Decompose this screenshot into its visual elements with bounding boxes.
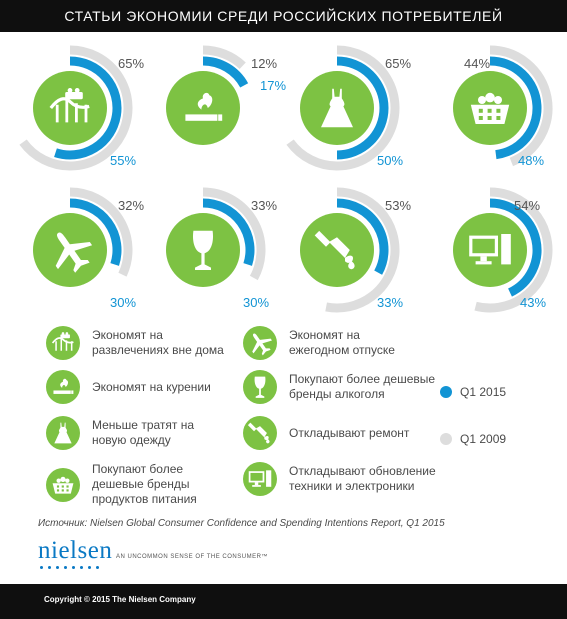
- roller-coaster-icon: [46, 326, 80, 360]
- radial-chart-item: 54% 43%: [453, 187, 553, 313]
- q2015-arc: [489, 198, 542, 297]
- icon-circle: [33, 71, 107, 145]
- source-note: Источник: Nielsen Global Consumer Confid…: [38, 518, 445, 529]
- dress-icon: [46, 416, 80, 450]
- q2015-arc: [202, 198, 255, 266]
- legend-label: Меньше тратят на новую одежду: [92, 418, 195, 447]
- q2015-arc: [202, 56, 249, 88]
- legend-label: Откладывают обновление техники и электро…: [289, 464, 436, 493]
- radial-chart-item: 33% 30%: [166, 187, 277, 310]
- q2015-swatch: [440, 386, 452, 398]
- tagline: AN UNCOMMON SENSE OF THE CONSUMER™: [116, 554, 268, 560]
- q2015-value-label: 17%: [260, 78, 286, 93]
- radial-chart-item: 53% 33%: [300, 187, 411, 313]
- q2009-value-label: 65%: [385, 56, 411, 71]
- legend-entry-label: Q1 2015: [460, 385, 507, 399]
- airplane-icon: [243, 326, 277, 360]
- legend-entry-label: Q1 2009: [460, 432, 507, 446]
- legend-label: Экономят на ежегодном отпуске: [289, 328, 395, 357]
- legend-item-electronics: Откладывают обновление техники и электро…: [243, 462, 436, 496]
- copyright: Copyright © 2015 The Nielsen Company: [44, 595, 196, 604]
- legend-item-smoking: Экономят на курении: [46, 370, 211, 404]
- logo-dots: [40, 566, 112, 569]
- paint-brush-icon: [243, 416, 277, 450]
- legend-item-alcohol: Покупают более дешевые бренды алкоголя: [243, 370, 435, 404]
- legend-label: Покупают более дешевые бренды продуктов …: [92, 462, 197, 506]
- q2009-arc: [325, 187, 400, 313]
- q2009-arc: [286, 45, 400, 171]
- q2015-arc: [54, 56, 122, 160]
- wine-glass-icon: [243, 370, 277, 404]
- radial-chart-item: 32% 30%: [33, 187, 144, 310]
- grocery-basket-icon: [470, 92, 510, 124]
- roller-coaster-icon: [49, 88, 90, 123]
- q2009-value-label: 54%: [514, 198, 540, 213]
- footer: Copyright © 2015 The Nielsen Company: [0, 584, 567, 619]
- cigarette-icon: [185, 92, 223, 121]
- q2015-arc: [336, 198, 389, 275]
- airplane-icon: [55, 232, 93, 273]
- legend-item-food: Покупают более дешевые бренды продуктов …: [46, 462, 197, 507]
- logo-wordmark: nielsen: [38, 537, 113, 564]
- radial-chart-item: 65% 55%: [19, 45, 144, 171]
- nielsen-logo: nielsen: [38, 538, 112, 569]
- q2009-value-label: 53%: [385, 198, 411, 213]
- legend-entry-q2015: Q1 2015: [440, 385, 506, 399]
- q2009-arc: [19, 45, 133, 171]
- legend-item-clothing: Меньше тратят на новую одежду: [46, 416, 194, 450]
- legend-label: Экономят на развлечениях вне дома: [92, 328, 224, 357]
- wine-glass-icon: [192, 230, 214, 270]
- grocery-basket-icon: [46, 467, 80, 502]
- q2015-value-label: 43%: [520, 295, 546, 310]
- q2009-arc: [202, 187, 266, 281]
- radial-charts: 65%55%12%17%65%50%44%48%32%30%33%30%53%3…: [19, 45, 553, 313]
- q2015-value-label: 30%: [110, 295, 136, 310]
- q2015-value-label: 30%: [243, 295, 269, 310]
- q2009-value-label: 33%: [251, 198, 277, 213]
- q2009-arc: [202, 45, 246, 70]
- legend-label: Откладывают ремонт: [289, 425, 410, 440]
- computer-icon: [469, 234, 511, 265]
- cigarette-icon: [46, 370, 80, 404]
- q2009-arc: [69, 187, 133, 277]
- legend-label: Покупают более дешевые бренды алкоголя: [289, 372, 436, 401]
- page-title: СТАТЬИ ЭКОНОМИИ СРЕДИ РОССИЙСКИХ ПОТРЕБИ…: [0, 0, 567, 32]
- q2015-value-label: 50%: [377, 153, 403, 168]
- q2015-value-label: 55%: [110, 153, 136, 168]
- legend-entry-q2009: Q1 2009: [440, 432, 506, 446]
- radial-chart-item: 44% 48%: [453, 45, 553, 168]
- q2015-arc: [336, 56, 389, 160]
- q2009-value-label: 12%: [251, 56, 277, 71]
- q2015-value-label: 33%: [377, 295, 403, 310]
- radial-chart-item: 65% 50%: [286, 45, 411, 171]
- q2009-value-label: 32%: [118, 198, 144, 213]
- q2015-value-label: 48%: [518, 153, 544, 168]
- legend-item-repairs: Откладывают ремонт: [243, 416, 409, 450]
- legend-item-vacation: Экономят на ежегодном отпуске: [243, 326, 395, 360]
- q2015-arc: [489, 56, 542, 160]
- dress-icon: [321, 88, 353, 128]
- legend-item-entertainment: Экономят на развлечениях вне дома: [46, 326, 224, 360]
- q2009-value-label: 65%: [118, 56, 144, 71]
- q2009-arc: [474, 187, 553, 313]
- q2009-arc: [489, 45, 553, 167]
- computer-icon: [243, 462, 277, 496]
- q2009-swatch: [440, 433, 452, 445]
- q2015-arc: [69, 198, 122, 266]
- legend-label: Экономят на курении: [92, 379, 211, 394]
- q2009-value-label: 44%: [464, 56, 490, 71]
- paint-brush-icon: [314, 230, 355, 270]
- icon-circle: [166, 71, 240, 145]
- radial-chart-item: 12%17%: [166, 45, 286, 145]
